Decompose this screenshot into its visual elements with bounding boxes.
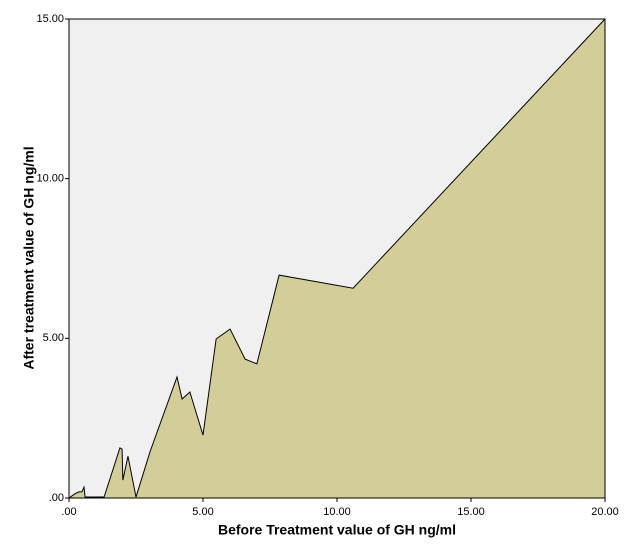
- x-tick-label: 20.00: [591, 506, 619, 518]
- x-axis-title: Before Treatment value of GH ng/ml: [218, 522, 456, 538]
- x-tick-label: 10.00: [323, 506, 351, 518]
- area-outline: [68, 18, 606, 499]
- x-tick-label: 15.00: [457, 506, 485, 518]
- y-tick-label: .00: [49, 492, 64, 504]
- y-tick-label: 10.00: [36, 173, 64, 185]
- x-tick-label: 5.00: [192, 506, 213, 518]
- y-tick-label: 5.00: [43, 332, 64, 344]
- x-tick-label: .00: [61, 506, 76, 518]
- area-fill: [69, 19, 605, 498]
- y-tick-label: 15.00: [36, 13, 64, 25]
- y-axis-title: After treatment value of GH ng/ml: [21, 146, 37, 369]
